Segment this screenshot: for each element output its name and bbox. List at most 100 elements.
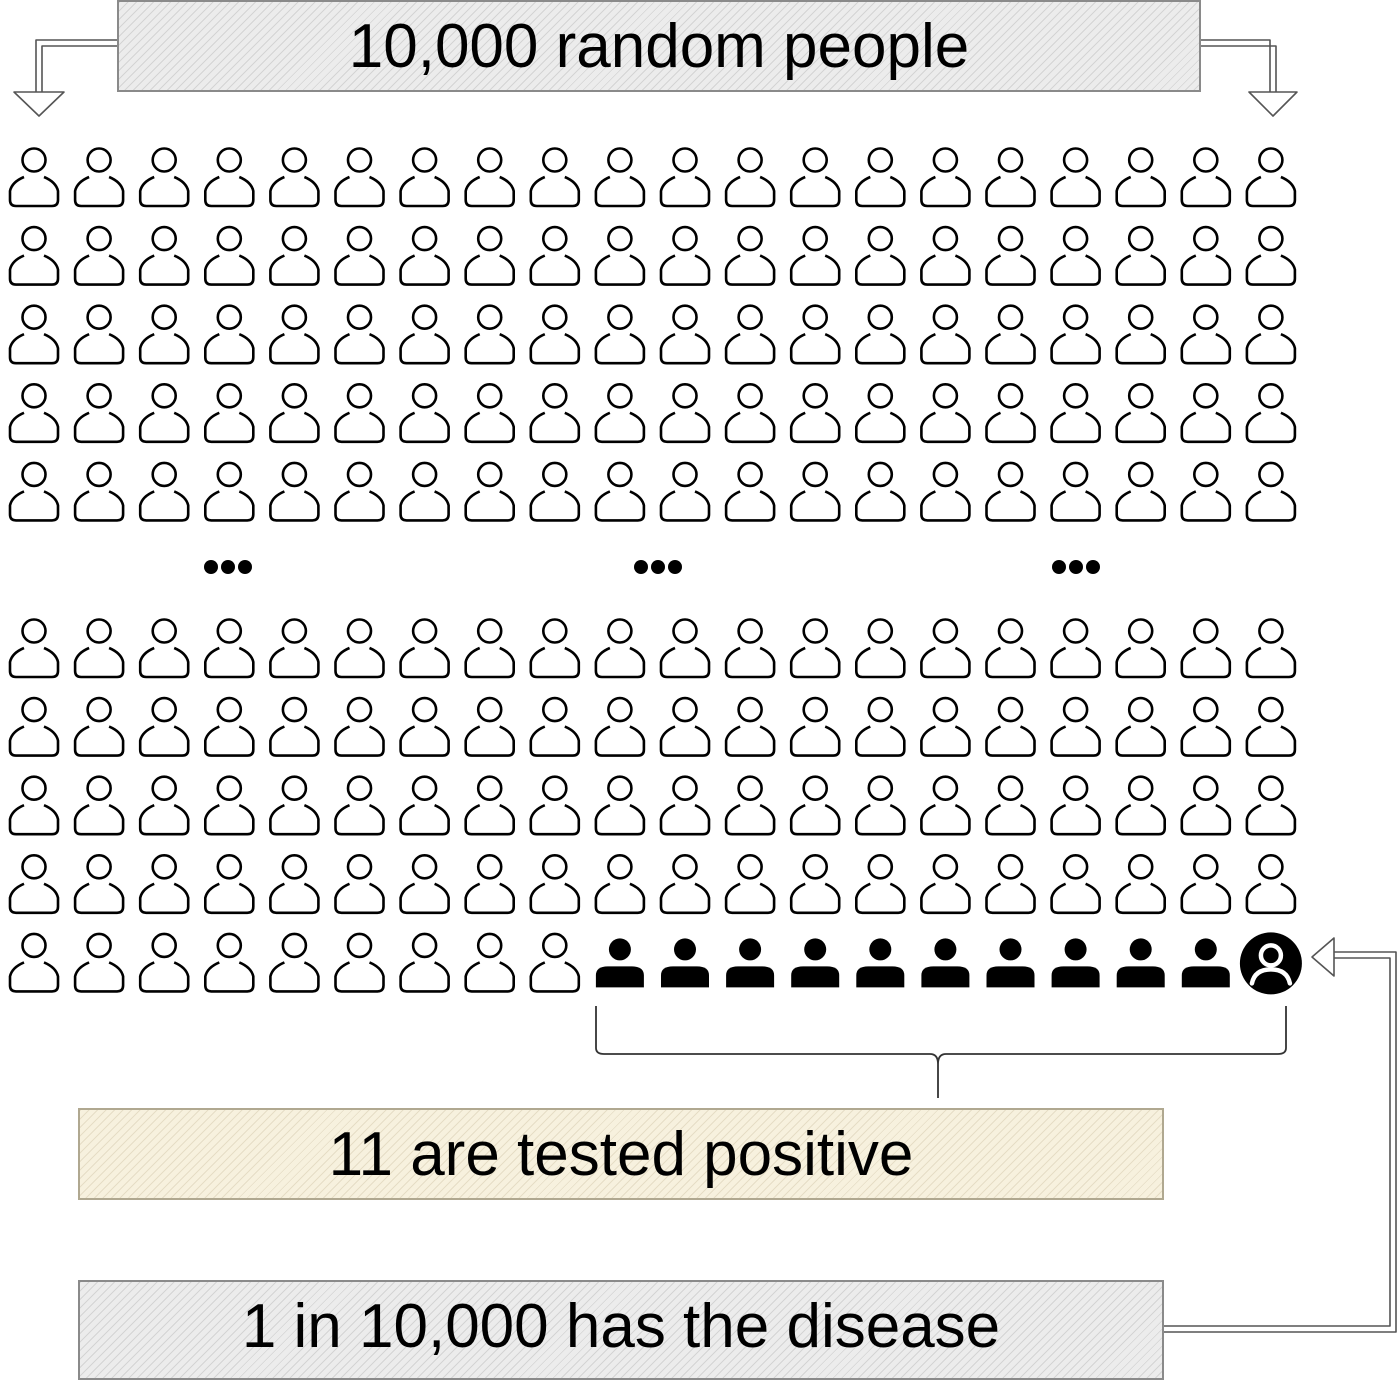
person-outline-icon: [334, 853, 385, 915]
person-outline-icon: [8, 853, 60, 915]
person-outline-icon: [789, 618, 841, 679]
person-outline-icon: [1115, 696, 1166, 757]
person-outline-icon: [1115, 618, 1166, 679]
person-outline-icon: [334, 618, 385, 679]
person-outline-icon: [464, 382, 515, 444]
person-outline-icon: [724, 225, 776, 286]
person-outline-icon: [985, 696, 1036, 757]
person-outline-icon: [464, 853, 515, 915]
person-outline-icon: [594, 618, 646, 679]
person-outline-icon: [334, 147, 385, 208]
person-outline-icon: [1245, 147, 1297, 208]
person-outline-icon: [464, 696, 515, 757]
person-outline-icon: [1180, 304, 1232, 365]
person-outline-icon: [269, 461, 320, 522]
person-outline-icon: [1050, 618, 1101, 679]
person-outline-icon: [855, 147, 906, 208]
person-outline-icon: [659, 304, 711, 365]
person-outline-icon: [1180, 225, 1232, 286]
person-outline-icon: [529, 932, 581, 993]
person-outline-icon: [1245, 696, 1297, 757]
person-outline-icon: [659, 618, 711, 679]
person-outline-icon: [1245, 382, 1297, 444]
person-outline-icon: [1245, 618, 1297, 679]
person-outline-icon: [1115, 225, 1166, 286]
person-outline-icon: [1050, 147, 1101, 208]
person-outline-icon: [204, 461, 255, 522]
person-outline-icon: [334, 461, 385, 522]
person-outline-icon: [1115, 461, 1166, 522]
person-outline-icon: [1050, 461, 1101, 522]
person-outline-icon: [1180, 382, 1232, 444]
tested-positive-label-box: 11 are tested positive: [78, 1108, 1164, 1200]
person-outline-icon: [789, 147, 841, 208]
person-outline-icon: [8, 382, 60, 444]
person-filled-icon: [856, 938, 905, 988]
person-outline-icon: [138, 618, 190, 679]
person-outline-icon: [985, 853, 1036, 915]
person-outline-icon: [920, 775, 971, 836]
person-outline-icon: [204, 225, 255, 286]
left-down-arrow: [13, 39, 117, 117]
person-outline-icon: [724, 382, 776, 444]
prevalence-label-box: 1 in 10,000 has the disease: [78, 1280, 1164, 1380]
person-outline-icon: [659, 382, 711, 444]
person-outline-icon: [789, 775, 841, 836]
person-outline-icon: [1115, 775, 1166, 836]
person-outline-icon: [204, 696, 255, 757]
person-outline-icon: [138, 853, 190, 915]
person-outline-icon: [985, 775, 1036, 836]
person-outline-icon: [464, 618, 515, 679]
positive-group-brace: [595, 1006, 1287, 1098]
person-outline-icon: [464, 147, 515, 208]
person-outline-icon: [1245, 461, 1297, 522]
person-outline-icon: [789, 853, 841, 915]
person-outline-icon: [204, 618, 255, 679]
person-outline-icon: [985, 618, 1036, 679]
prevalence-connector: [1164, 937, 1397, 1333]
person-outline-icon: [920, 147, 971, 208]
person-outline-icon: [529, 304, 581, 365]
person-outline-icon: [594, 696, 646, 757]
person-outline-icon: [399, 461, 450, 522]
person-outline-icon: [269, 932, 320, 993]
person-outline-icon: [334, 382, 385, 444]
person-outline-icon: [1115, 147, 1166, 208]
person-outline-icon: [269, 225, 320, 286]
person-outline-icon: [399, 382, 450, 444]
person-outline-icon: [269, 147, 320, 208]
person-outline-icon: [529, 461, 581, 522]
person-outline-icon: [464, 932, 515, 993]
person-outline-icon: [138, 461, 190, 522]
person-outline-icon: [269, 853, 320, 915]
person-outline-icon: [269, 618, 320, 679]
person-outline-icon: [529, 225, 581, 286]
person-outline-icon: [399, 618, 450, 679]
person-outline-icon: [138, 147, 190, 208]
person-outline-icon: [659, 461, 711, 522]
person-outline-icon: [464, 461, 515, 522]
ellipsis-icon: [1052, 560, 1100, 574]
person-outline-icon: [855, 853, 906, 915]
person-outline-icon: [985, 147, 1036, 208]
person-outline-icon: [789, 225, 841, 286]
person-outline-icon: [594, 382, 646, 444]
person-outline-icon: [269, 696, 320, 757]
person-outline-icon: [464, 225, 515, 286]
person-outline-icon: [204, 932, 255, 993]
ellipsis-icon: [634, 560, 682, 574]
person-outline-icon: [138, 932, 190, 993]
person-outline-icon: [985, 304, 1036, 365]
person-outline-icon: [73, 147, 125, 208]
person-outline-icon: [8, 618, 60, 679]
person-outline-icon: [659, 853, 711, 915]
person-outline-icon: [920, 696, 971, 757]
person-outline-icon: [73, 853, 125, 915]
person-outline-icon: [789, 382, 841, 444]
person-outline-icon: [1115, 382, 1166, 444]
person-outline-icon: [1180, 461, 1232, 522]
person-outline-icon: [138, 304, 190, 365]
person-outline-icon: [334, 304, 385, 365]
